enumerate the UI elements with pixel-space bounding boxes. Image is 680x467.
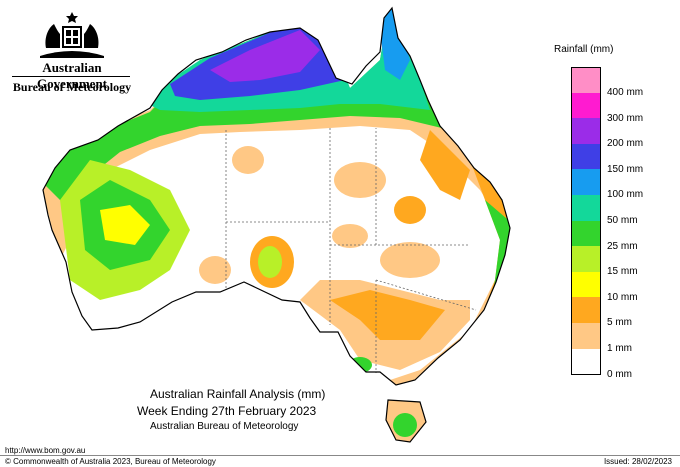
legend-label: 10 mm [607, 291, 638, 303]
map-source: Australian Bureau of Meteorology [150, 421, 299, 432]
legend-label: 50 mm [607, 215, 638, 226]
footer-divider [0, 455, 680, 456]
legend-title: Rainfall (mm) [554, 44, 614, 55]
legend-label: 0 mm [607, 368, 632, 380]
legend-label: 1 mm [607, 343, 632, 354]
legend-label: 400 mm [607, 87, 644, 98]
rainfall-map [42, 6, 511, 443]
header-divider [12, 76, 130, 77]
coat-of-arms-icon [40, 12, 104, 58]
legend-label: 15 mm [607, 266, 638, 278]
government-name: Australian Government [36, 60, 108, 91]
legend-swatch [571, 195, 601, 222]
legend-swatch [571, 348, 601, 376]
legend-swatch [571, 271, 601, 299]
legend-swatch [571, 92, 601, 120]
legend-swatch [571, 220, 601, 248]
legend-swatch [571, 118, 601, 145]
legend-label: 300 mm [607, 112, 644, 124]
website-link[interactable]: http://www.bom.gov.au [5, 446, 86, 455]
legend-label: 5 mm [607, 317, 632, 329]
map-period: Week Ending 27th February 2023 [137, 404, 317, 418]
legend-swatch [571, 297, 601, 324]
legend-label: 100 mm [607, 189, 644, 201]
legend-label: 25 mm [607, 240, 638, 252]
legend-swatch [571, 67, 601, 95]
map-title: Australian Rainfall Analysis (mm) [150, 387, 326, 401]
legend-swatch [571, 143, 601, 171]
copyright-notice: © Commonwealth of Australia 2023, Bureau… [5, 457, 216, 466]
issued-date: Issued: 28/02/2023 [603, 457, 672, 466]
legend-label: 150 mm [607, 163, 644, 175]
bureau-name: Bureau of Meteorology [12, 80, 132, 94]
legend-swatch [571, 323, 601, 350]
legend-label: 200 mm [607, 138, 644, 150]
legend-swatch [571, 169, 601, 196]
legend-swatch [571, 246, 601, 273]
